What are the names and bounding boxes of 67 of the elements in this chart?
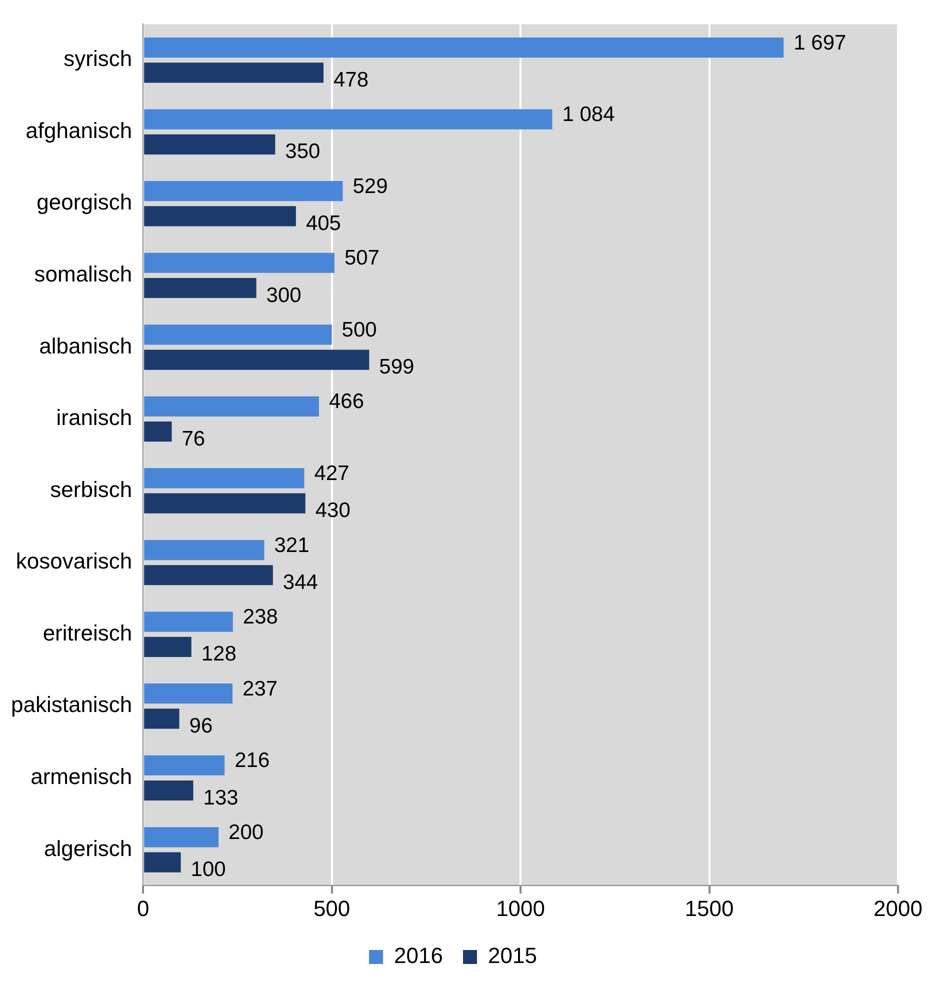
y-tick-label: albanisch bbox=[39, 333, 132, 358]
y-tick-label: serbisch bbox=[50, 476, 132, 502]
y-tick-label: eritreisch bbox=[42, 620, 132, 646]
bar bbox=[144, 684, 233, 704]
bar bbox=[144, 422, 172, 442]
data-label: 507 bbox=[344, 246, 380, 270]
data-label: 427 bbox=[314, 462, 350, 486]
bar bbox=[144, 708, 180, 729]
bar bbox=[144, 755, 225, 776]
data-label: 300 bbox=[266, 284, 302, 307]
x-tick-label: 1000 bbox=[496, 896, 546, 921]
bar bbox=[144, 468, 304, 488]
data-label: 466 bbox=[328, 390, 364, 414]
data-label: 100 bbox=[190, 858, 226, 882]
bar bbox=[144, 780, 194, 801]
bar bbox=[144, 181, 343, 202]
y-tick-label: afghanisch bbox=[26, 118, 132, 143]
data-label: 237 bbox=[242, 677, 278, 700]
x-tick-label: 2000 bbox=[874, 896, 922, 921]
bar bbox=[144, 62, 324, 83]
bar bbox=[144, 827, 219, 848]
data-label: 96 bbox=[189, 714, 213, 738]
data-label: 76 bbox=[182, 427, 206, 450]
y-tick-label: iranisch bbox=[56, 405, 132, 430]
bar bbox=[144, 852, 181, 872]
bar bbox=[144, 350, 370, 370]
data-label: 529 bbox=[352, 174, 388, 198]
data-label: 200 bbox=[228, 820, 264, 844]
y-tick-label: somalisch bbox=[34, 262, 132, 287]
bar bbox=[144, 612, 233, 632]
data-label: 128 bbox=[201, 642, 236, 666]
bar bbox=[144, 206, 296, 226]
data-label: 133 bbox=[203, 786, 238, 810]
bar bbox=[144, 134, 276, 154]
y-tick-label: syrisch bbox=[64, 46, 132, 72]
data-label: 599 bbox=[379, 356, 414, 379]
bar bbox=[144, 324, 332, 345]
bar bbox=[144, 278, 256, 298]
data-label: 478 bbox=[333, 68, 369, 92]
data-label: 1 697 bbox=[794, 31, 846, 54]
bar bbox=[144, 109, 552, 130]
data-label: 405 bbox=[306, 212, 341, 236]
data-label: 321 bbox=[274, 534, 310, 557]
bar bbox=[144, 252, 334, 273]
data-label: 238 bbox=[242, 606, 278, 629]
y-tick-label: kosovarisch bbox=[16, 548, 132, 574]
legend-label: 2015 bbox=[488, 943, 537, 968]
y-tick-label: pakistanisch bbox=[10, 692, 132, 718]
bar bbox=[144, 37, 784, 58]
y-tick-label: algerisch bbox=[44, 836, 132, 861]
data-label: 500 bbox=[342, 318, 377, 342]
legend-label: 2016 bbox=[394, 943, 444, 968]
y-tick-label: armenisch bbox=[30, 764, 132, 789]
bar bbox=[144, 396, 319, 416]
data-label: 1 084 bbox=[562, 103, 616, 126]
y-tick-label: georgisch bbox=[36, 190, 132, 215]
data-label: 216 bbox=[234, 749, 270, 772]
x-tick-label: 1500 bbox=[684, 896, 734, 921]
data-label: 430 bbox=[315, 499, 350, 522]
x-tick-label: 0 bbox=[136, 896, 150, 921]
x-tick-label: 500 bbox=[313, 896, 350, 921]
data-label: 350 bbox=[285, 140, 320, 164]
bar bbox=[144, 636, 192, 657]
bar bbox=[144, 493, 306, 514]
bar bbox=[144, 540, 264, 560]
bar bbox=[144, 565, 273, 586]
data-label: 344 bbox=[282, 570, 318, 594]
